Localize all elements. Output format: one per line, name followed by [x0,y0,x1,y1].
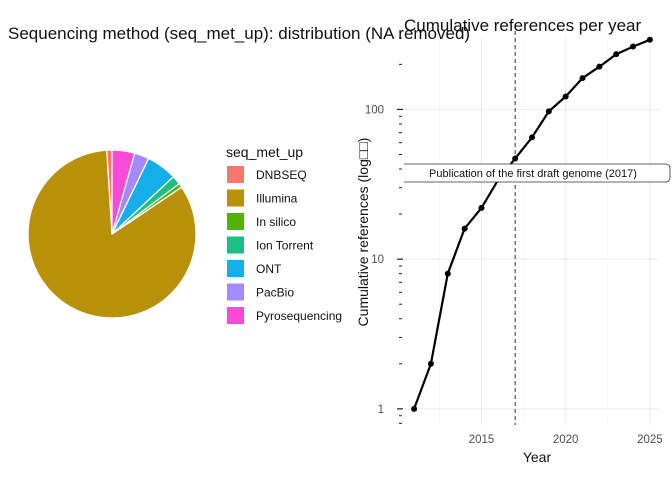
data-point-2013 [444,270,451,277]
legend-key-ion-torrent [227,236,244,254]
legend-key-dnbseq [227,166,244,183]
line-title: Cumulative references per year [404,16,642,35]
data-point-2022 [596,63,603,70]
legend-key-in-silico [227,213,244,230]
vline-label-box [404,163,671,183]
y-axis-label: Cumulative references (log□□) [355,138,371,327]
legend-label-in-silico: In silico [256,215,296,229]
line-series [411,36,653,412]
data-point-2017 [512,155,519,162]
legend-label-ont: ONT [256,262,282,276]
x-tick-label: 2020 [553,434,579,446]
legend-key-pacbio [227,283,244,301]
legend-label-pyrosequencing: Pyrosequencing [256,309,342,323]
data-point-2014 [461,225,468,232]
data-point-2020 [562,93,569,100]
y-tick-label: 100 [365,104,384,116]
vline-label-text: Publication of the first draft genome (2… [429,168,637,180]
pie-panel: Sequencing method (seq_met_up): distribu… [8,24,470,324]
y-tick-label: 10 [371,254,384,266]
legend-key-ont [227,260,244,277]
data-point-2015 [478,204,485,211]
legend-key-pyrosequencing [227,307,244,324]
pie-slice-pyrosequencing [111,149,136,235]
data-point-2019 [545,108,552,115]
data-point-2023 [613,51,620,58]
pie-legend: DNBSEQ Illumina In silico Ion Torrent ONT Pac… [227,166,342,324]
legend-title: seq_met_up [226,144,303,160]
legend-label-illumina: Illumina [256,192,298,206]
line-panel: 1 10 100 2015 2020 2025 Publication of the fi… [355,16,671,465]
data-point-2024 [630,43,637,50]
y-tick-label: 1 [378,404,384,416]
data-point-2011 [411,405,418,412]
legend-label-pacbio: PacBio [256,286,294,300]
x-tick-label: 2015 [469,434,495,446]
pie-title: Sequencing method (seq_met_up): distribu… [8,24,470,43]
x-tick-label: 2025 [637,434,663,446]
data-point-2018 [529,134,535,141]
pie-slices [27,149,197,319]
series-line [413,38,651,410]
x-axis-label: Year [523,449,552,465]
annotation: Publication of the first draft genome (2… [404,163,671,183]
line-grid [404,38,660,425]
legend-key-illumina [227,189,244,207]
vline-label: Publication of the first draft genome (2… [404,163,671,183]
legend-label-dnbseq: DNBSEQ [256,168,307,182]
data-point-2012 [427,360,434,367]
data-point-2021 [579,75,586,82]
legend-label-ion-torrent: Ion Torrent [256,239,314,253]
line-ticks: 1 10 100 2015 2020 2025 [365,37,663,446]
data-point-2025 [646,36,653,43]
